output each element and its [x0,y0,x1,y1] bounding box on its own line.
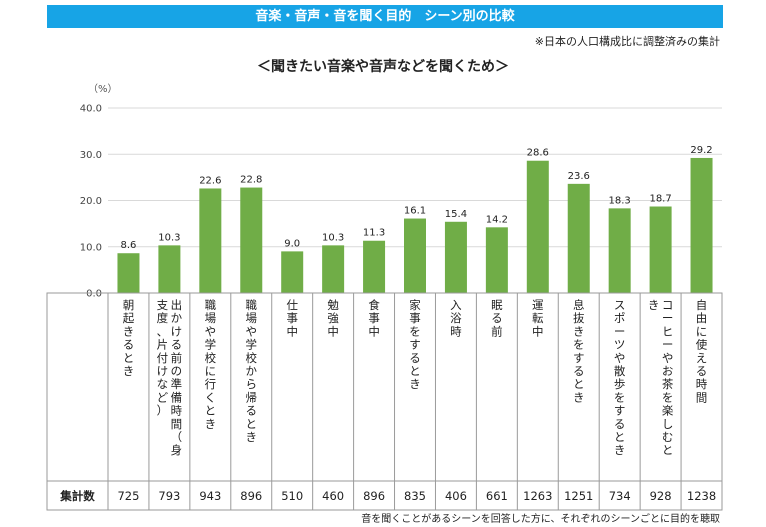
bar [199,188,222,293]
y-tick-label: 0.0 [86,289,102,300]
category-label: 運転中 [532,298,544,338]
bar-value-label: 11.3 [363,228,385,239]
table-frame [46,292,723,511]
totals-value: 1238 [687,489,716,503]
chart-subtitle: ＜聞きたい音楽や音声などを聞くため＞ [257,59,509,75]
category-label: 勉強中 [327,298,339,338]
totals-value: 734 [609,489,631,503]
bar-value-label: 29.2 [690,145,712,156]
totals-value: 943 [199,489,221,503]
bar [526,160,549,293]
footer-note: 音を聞くことがあるシーンを回答した方に、それぞれのシーンごとに目的を聴取 [361,514,720,525]
bar [690,157,713,293]
totals-value: 725 [117,489,139,503]
category-label: 家事をするとき [409,298,421,391]
bar [117,253,140,293]
bar-value-label: 23.6 [568,171,590,182]
bar [404,218,426,293]
totals-value: 1263 [523,489,552,503]
bar [363,240,386,293]
bar-value-label: 16.1 [404,206,426,217]
bar [240,187,263,293]
totals-value: 510 [281,489,303,503]
totals-value: 896 [240,489,262,503]
bar-value-label: 22.6 [199,175,221,186]
category-label: き [648,298,660,312]
category-label: 朝起きるとき [123,298,135,378]
bar-value-label: 14.2 [486,214,508,225]
bar [281,251,304,293]
value-labels: 8.6 10.3 22.6 22.8 9.0 10.3 11.3 16.1 15.4 14.2 28… [121,145,713,251]
bar [158,245,181,293]
totals-value: 460 [322,489,344,503]
chart-banner-title: 音楽・音声・音を聞く目的 シーン別の比較 [47,5,723,28]
y-tick-label: 40.0 [80,104,102,115]
category-label: 出かける前の準備時間（身 [171,298,183,457]
totals-value: 661 [486,489,508,503]
category-label: 仕事中 [286,298,298,338]
category-label: 自由に使える時間 [696,298,708,404]
y-axis-ticks: 0.0 10.0 20.0 30.0 40.0 [80,104,102,300]
bar-value-label: 18.7 [649,194,671,205]
category-label: 食事中 [368,298,380,338]
totals-value: 835 [404,489,426,503]
totals-value: 406 [445,489,467,503]
bar [485,227,508,293]
bar [649,206,672,293]
bar-value-label: 28.6 [527,148,549,159]
category-label: 息抜きをするとき [573,298,585,404]
bar [322,245,345,293]
bar-value-label: 10.3 [158,232,180,243]
category-label: 職場や学校に行くとき [205,298,217,431]
category-label: 職場や学校から帰るとき [246,298,258,444]
totals-value: 1251 [564,489,593,503]
bar-value-label: 8.6 [121,240,137,251]
totals-value: 896 [363,489,385,503]
y-tick-label: 30.0 [80,150,102,161]
bar-value-label: 10.3 [322,232,344,243]
category-label: 入浴時 [450,298,462,338]
category-label: スポーツや散歩をするとき [614,298,626,457]
bar [608,208,631,293]
bar [444,221,467,293]
adjustment-note: ※日本の人口構成比に調整済みの集計 [534,35,720,48]
y-tick-label: 10.0 [80,242,102,253]
totals-value: 793 [158,489,180,503]
bars [117,157,713,293]
y-tick-label: 20.0 [80,196,102,207]
totals-header: 集計数 [59,489,95,503]
bar-value-label: 18.3 [609,195,631,206]
bar [567,183,590,293]
bar-value-label: 9.0 [284,238,300,249]
category-table: 朝起きるとき 出かける前の準備時間（身支度、片付けなど） 職場や学校に行くとき 職場や… [46,292,723,511]
category-label: 眠る前 [491,298,503,338]
category-label: 支度、片付けなど） [157,298,169,418]
totals-value: 928 [650,489,672,503]
category-label: コーヒーやお茶を楽しむと [662,298,674,457]
y-axis-unit-label: （%） [88,84,118,95]
bar-value-label: 22.8 [240,175,262,186]
bar-value-label: 15.4 [445,209,467,220]
